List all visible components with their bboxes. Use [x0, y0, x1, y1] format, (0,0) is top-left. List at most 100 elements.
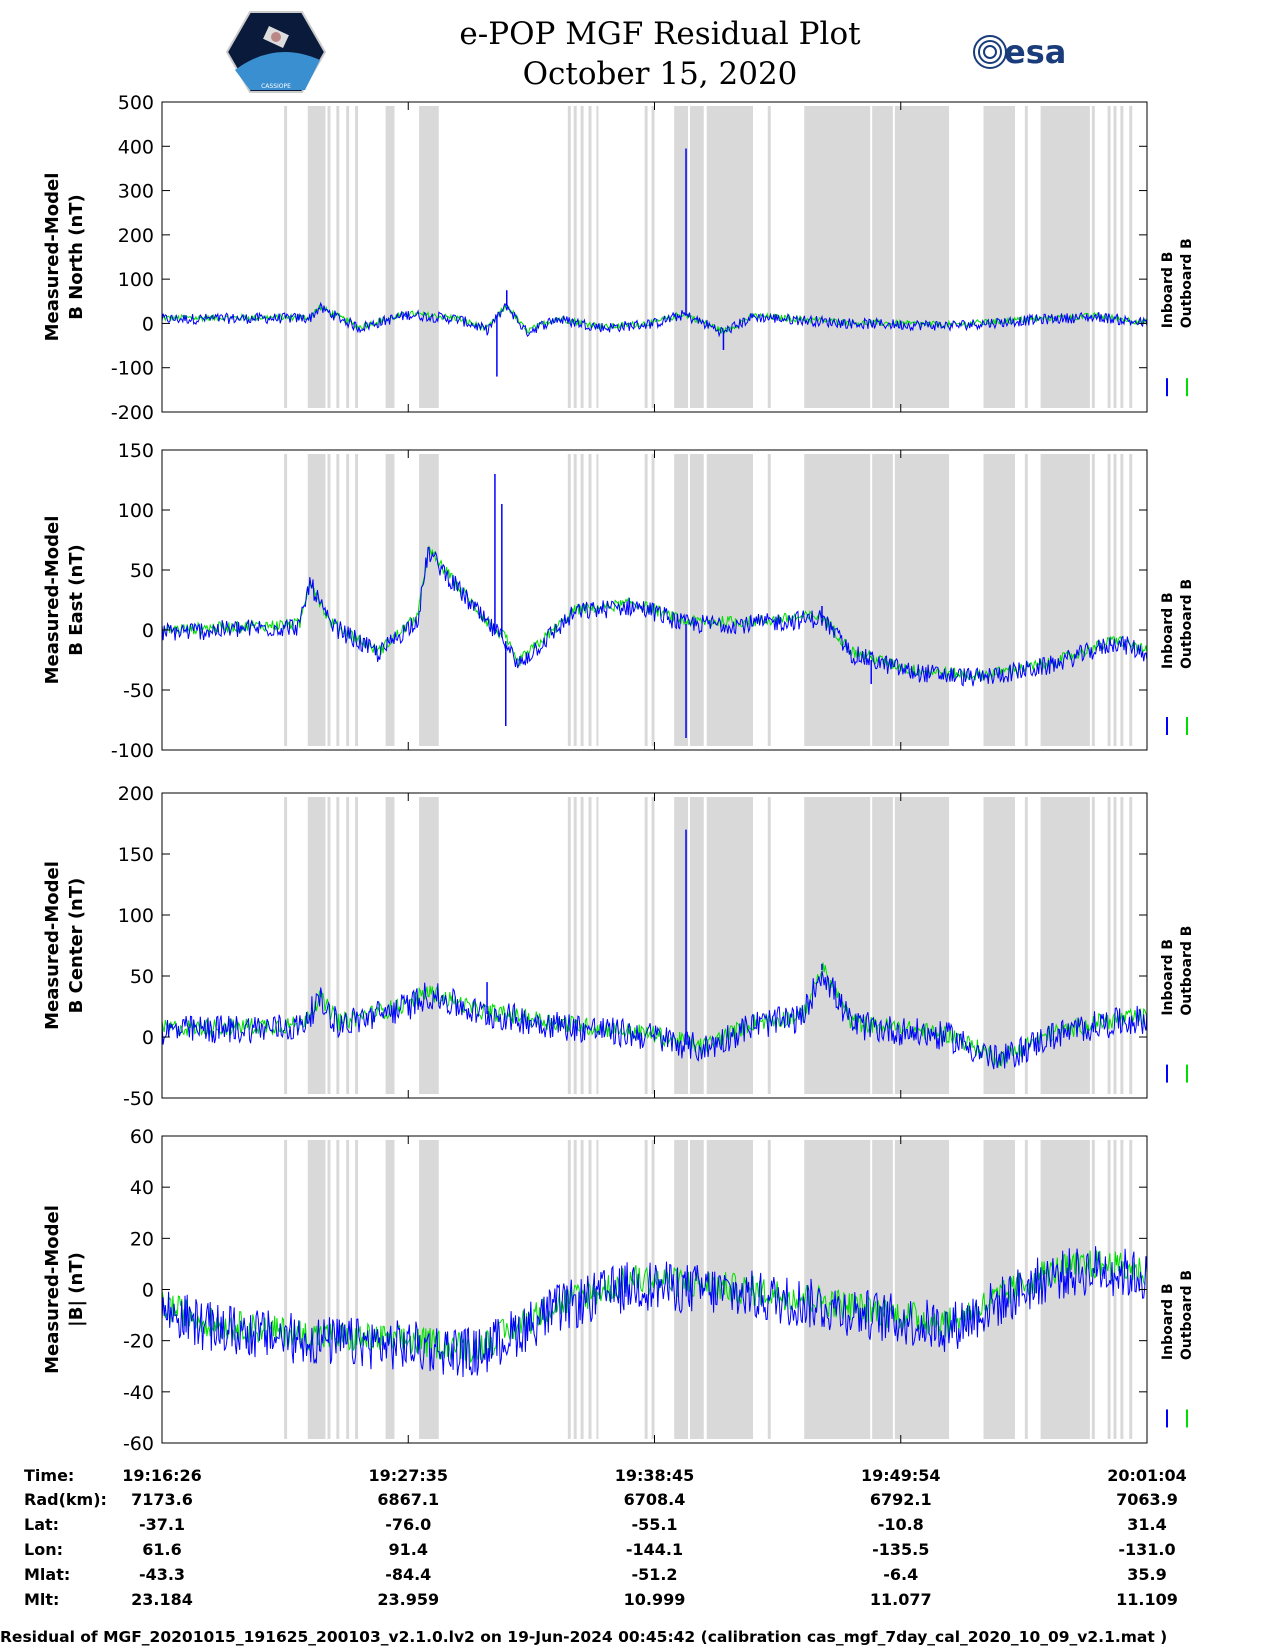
shaded-gap-band [327, 1140, 331, 1439]
shaded-gap-band [1091, 106, 1095, 408]
y-axis-label: |B| (nT) [66, 1252, 87, 1327]
shaded-gap-band [1091, 797, 1095, 1094]
shaded-gap-band [588, 797, 592, 1094]
table-cell: 6867.1 [377, 1490, 439, 1509]
table-cell: -6.4 [883, 1565, 918, 1584]
shaded-gap-band [872, 1140, 893, 1439]
shaded-gap-band [1120, 797, 1124, 1094]
shaded-gap-band [355, 454, 359, 746]
inboard-series-line [161, 1246, 1148, 1378]
shaded-gap-band [580, 454, 584, 746]
shaded-gap-band [573, 454, 577, 746]
shaded-gap-band [804, 1140, 871, 1439]
esa-logo-icon: esa [973, 33, 1066, 71]
y-tick-label: 40 [130, 1177, 154, 1199]
shaded-gap-band [573, 1140, 577, 1439]
footer-caption: Residual of MGF_20201015_191625_200103_v… [0, 1628, 1168, 1646]
table-cell: 23.959 [377, 1590, 439, 1609]
y-tick-label: 150 [118, 844, 154, 866]
shaded-gap-band [573, 797, 577, 1094]
shaded-gap-band [1113, 454, 1117, 746]
shaded-gap-band [1107, 797, 1111, 1094]
shaded-gap-band [872, 106, 893, 408]
shaded-gap-band [419, 797, 423, 1094]
table-cell: 7173.6 [131, 1490, 193, 1509]
shaded-gap-band [983, 454, 1016, 746]
shaded-gap-band [1113, 106, 1117, 408]
y-tick-label: 200 [118, 225, 154, 247]
shaded-gap-band [706, 797, 753, 1094]
esa-logo-text: esa [1004, 33, 1066, 71]
shaded-gap-band [419, 106, 423, 408]
shaded-gap-band [872, 454, 893, 746]
y-tick-label: 400 [118, 136, 154, 158]
shaded-gap-band [1040, 106, 1090, 408]
legend-label: Inboard B [1160, 252, 1176, 329]
shaded-gap-band [580, 797, 584, 1094]
shaded-gap-band [894, 106, 950, 408]
shaded-gap-band [1129, 106, 1133, 408]
shaded-gap-band [327, 454, 331, 746]
shaded-gap-band [1120, 454, 1124, 746]
shaded-gap-band [1024, 797, 1028, 1094]
shaded-gap-band [983, 1140, 1016, 1439]
shaded-gap-band [355, 1140, 359, 1439]
y-axis-label: B Center (nT) [66, 878, 87, 1014]
y-tick-label: 100 [118, 500, 154, 522]
table-cell: -144.1 [626, 1540, 683, 1559]
legend-label: Outboard B [1179, 926, 1195, 1016]
shaded-gap-band [1024, 454, 1028, 746]
shaded-gap-band [804, 454, 871, 746]
shaded-gap-band [689, 454, 704, 746]
outboard-series-line [161, 1250, 1148, 1363]
cassiope-logo-icon: CASSIOPE [225, 11, 327, 93]
inboard-series-line [161, 301, 1148, 338]
shaded-gap-band [573, 106, 577, 408]
shaded-gap-band [689, 106, 704, 408]
table-cell: -55.1 [631, 1515, 677, 1534]
y-tick-label: 500 [118, 92, 154, 114]
shaded-gap-band [336, 797, 340, 1094]
y-tick-label: 100 [118, 905, 154, 927]
shaded-gap-band [588, 454, 592, 746]
table-cell: 23.184 [131, 1590, 193, 1609]
cassiope-logo-text: CASSIOPE [261, 83, 291, 90]
table-cell: 20:01:04 [1107, 1466, 1187, 1485]
shaded-gap-band [307, 797, 326, 1094]
shaded-gap-band [346, 454, 350, 746]
shaded-gap-band [644, 106, 648, 408]
table-cell: -43.3 [139, 1565, 185, 1584]
shaded-gap-band [596, 454, 599, 746]
outboard-series-line [161, 962, 1148, 1069]
legend-label: Outboard B [1179, 1270, 1195, 1360]
shaded-gap-band [674, 454, 688, 746]
title-text: e-POP MGF Residual Plot [459, 16, 861, 52]
table-cell: -37.1 [139, 1515, 185, 1534]
shaded-gap-band [706, 454, 753, 746]
shaded-gap-band [596, 106, 599, 408]
y-tick-label: 20 [130, 1228, 154, 1250]
y-tick-label: 0 [142, 1280, 154, 1302]
table-row-label: Mlat: [24, 1565, 70, 1584]
shaded-gap-band [1024, 106, 1028, 408]
shaded-gap-band [674, 106, 688, 408]
shaded-gap-band [284, 454, 288, 746]
shaded-gap-band [689, 1140, 704, 1439]
table-cell: 91.4 [389, 1540, 428, 1559]
shaded-gap-band [767, 1140, 771, 1439]
shaded-gap-band [567, 1140, 571, 1439]
legend-label: Outboard B [1179, 579, 1195, 669]
table-cell: 7063.9 [1116, 1490, 1178, 1509]
y-tick-label: 150 [118, 440, 154, 462]
shaded-gap-band [1107, 1140, 1111, 1439]
legend-label: Inboard B [1160, 939, 1176, 1016]
shaded-gap-band [1113, 1140, 1117, 1439]
shaded-gap-band [983, 797, 1016, 1094]
y-tick-label: -50 [123, 1088, 154, 1110]
table-cell: 19:38:45 [615, 1466, 695, 1485]
legend-label: Inboard B [1160, 592, 1176, 669]
y-tick-label: 0 [142, 620, 154, 642]
shaded-gap-band [1040, 454, 1090, 746]
table-row-label: Lat: [24, 1515, 59, 1534]
table-cell: 19:49:54 [861, 1466, 941, 1485]
